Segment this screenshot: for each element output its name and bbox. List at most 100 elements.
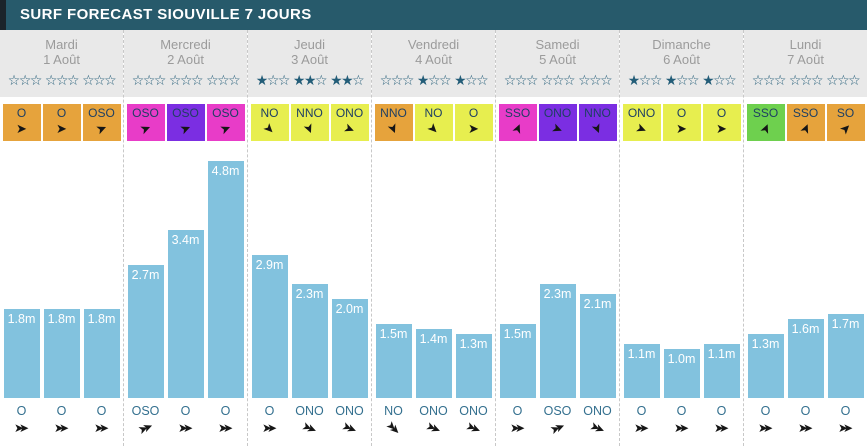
swell-direction-label: O: [96, 404, 107, 418]
day-name: Dimanche: [652, 37, 711, 52]
swell-arrow-icon: ➤➤: [177, 421, 193, 435]
wind-arrow-icon: ➤: [260, 119, 279, 138]
wave-chart: 1.3m 1.6m 1.7m: [744, 141, 867, 398]
star-group: ☆☆☆: [168, 72, 204, 88]
wind-cell: NO ➤: [414, 104, 453, 141]
swell-arrow-icon: ➤➤: [633, 421, 649, 435]
wind-cell: ONO ➤: [538, 104, 577, 141]
day-column: Samedi 5 Août ☆☆☆ ☆☆☆ ☆☆☆ SSO ➤ ONO ➤ NNO ➤ 1.5…: [495, 30, 619, 446]
swell-direction-label: O: [800, 404, 811, 418]
swell-row: NO ➤➤ ONO ➤➤ ONO ➤➤: [372, 398, 495, 446]
star-group: ☆☆☆: [82, 72, 117, 88]
wind-cell: OSO ➤: [166, 104, 205, 141]
wind-arrow-icon: ➤: [93, 119, 110, 138]
day-name: Mercredi: [160, 37, 211, 52]
day-date: 1 Août: [43, 52, 80, 67]
star-rating: ☆☆☆ ☆☆☆ ☆☆☆: [124, 68, 247, 97]
wind-row: NO ➤ NNO ➤ ONO ➤: [248, 104, 371, 141]
wind-direction-label: O: [468, 106, 479, 120]
swell-direction-label: O: [512, 404, 523, 418]
star-rating: ★☆☆ ★☆☆ ★☆☆: [620, 68, 743, 97]
day-date: 2 Août: [167, 52, 204, 67]
swell-direction-label: OSO: [543, 404, 572, 418]
wind-direction-label: SO: [836, 106, 855, 120]
wave-bar: 2.9m: [251, 255, 288, 398]
swell-direction-label: NO: [384, 404, 403, 418]
wave-bar: 1.8m: [43, 309, 80, 398]
swell-direction-label: ONO: [335, 404, 364, 418]
star-group: ☆☆☆: [7, 72, 43, 88]
star-group: ★☆☆: [627, 72, 663, 88]
swell-direction-label: O: [16, 404, 27, 418]
wave-height-label: 2.9m: [255, 258, 284, 272]
wave-chart: 2.9m 2.3m 2.0m: [248, 141, 371, 398]
wind-arrow-icon: ➤: [177, 119, 194, 138]
wind-direction-label: OSO: [212, 106, 239, 120]
swell-arrow-icon: ➤➤: [423, 418, 439, 436]
wind-row: SSO ➤ ONO ➤ NNO ➤: [496, 104, 619, 141]
swell-direction-label: O: [264, 404, 275, 418]
wave-bar: 2.3m: [539, 284, 576, 398]
swell-row: O ➤➤ O ➤➤ O ➤➤: [0, 398, 123, 446]
star-group: ★☆☆: [664, 72, 700, 88]
swell-cell: ONO ➤➤: [579, 404, 617, 446]
wind-arrow-icon: ➤: [341, 119, 358, 138]
wind-arrow-icon: ➤: [549, 119, 566, 138]
wave-chart: 1.8m 1.8m 1.8m: [0, 141, 123, 398]
wind-row: NNO ➤ NO ➤ O ➤: [372, 104, 495, 141]
wind-cell: ONO ➤: [622, 104, 661, 141]
star-group: ★☆☆: [454, 72, 489, 88]
swell-arrow-icon: ➤➤: [837, 421, 853, 435]
wind-row: O ➤ O ➤ OSO ➤: [0, 104, 123, 141]
wave-chart: 1.1m 1.0m 1.1m: [620, 141, 743, 398]
swell-cell: ONO ➤➤: [331, 404, 369, 446]
day-column: Jeudi 3 Août ★☆☆ ★★☆ ★★☆ NO ➤ NNO ➤ ONO ➤ 2.9m 2…: [247, 30, 371, 446]
star-rating: ☆☆☆ ☆☆☆ ☆☆☆: [0, 68, 123, 97]
wind-arrow-icon: ➤: [676, 121, 687, 136]
day-name: Vendredi: [407, 37, 460, 52]
swell-cell: O ➤➤: [499, 404, 537, 446]
wind-direction-label: ONO: [627, 106, 656, 120]
wind-cell: OSO ➤: [82, 104, 121, 141]
wind-cell: SSO ➤: [746, 104, 785, 141]
wave-height-label: 4.8m: [211, 164, 240, 178]
wind-arrow-icon: ➤: [508, 120, 527, 137]
wind-arrow-icon: ➤: [424, 119, 443, 138]
wind-direction-label: O: [56, 106, 67, 120]
star-rating: ☆☆☆ ★☆☆ ★☆☆: [372, 68, 495, 97]
wave-bar: 1.4m: [415, 329, 452, 398]
wind-row: OSO ➤ OSO ➤ OSO ➤: [124, 104, 247, 141]
wave-bar: 1.0m: [663, 349, 700, 398]
swell-direction-label: O: [56, 404, 67, 418]
wave-height-label: 2.3m: [295, 287, 324, 301]
star-group: ★★☆: [330, 72, 365, 88]
day-header: Dimanche 6 Août: [620, 30, 743, 68]
wave-bar: 2.7m: [127, 265, 164, 398]
swell-cell: ONO ➤➤: [455, 404, 493, 446]
wind-cell: SSO ➤: [786, 104, 825, 141]
day-column: Mercredi 2 Août ☆☆☆ ☆☆☆ ☆☆☆ OSO ➤ OSO ➤ OSO ➤ 2…: [123, 30, 247, 446]
wind-cell: NO ➤: [250, 104, 289, 141]
wave-height-label: 2.0m: [335, 302, 364, 316]
wind-direction-label: SSO: [792, 106, 819, 120]
day-header: Mercredi 2 Août: [124, 30, 247, 68]
swell-cell: ONO ➤➤: [415, 404, 453, 446]
wave-bar: 1.3m: [747, 334, 784, 398]
wind-arrow-icon: ➤: [633, 119, 650, 138]
wind-cell: ONO ➤: [330, 104, 369, 141]
swell-cell: O ➤➤: [623, 404, 661, 446]
star-group: ☆☆☆: [503, 72, 539, 88]
wind-arrow-icon: ➤: [588, 120, 607, 137]
wind-direction-label: NNO: [380, 106, 407, 120]
wave-bar: 4.8m: [207, 161, 244, 398]
day-name: Jeudi: [293, 37, 326, 52]
star-group: ☆☆☆: [44, 72, 80, 88]
wind-cell: SO ➤: [826, 104, 865, 141]
star-group: ★☆☆: [255, 72, 291, 88]
forecast-grid: Mardi 1 Août ☆☆☆ ☆☆☆ ☆☆☆ O ➤ O ➤ OSO ➤ 1.8m 1.8m…: [0, 30, 867, 446]
swell-arrow-icon: ➤➤: [713, 421, 729, 435]
swell-cell: NO ➤➤: [375, 404, 413, 446]
day-header: Lundi 7 Août: [744, 30, 867, 68]
star-group: ☆☆☆: [540, 72, 576, 88]
wave-height-label: 2.3m: [543, 287, 572, 301]
